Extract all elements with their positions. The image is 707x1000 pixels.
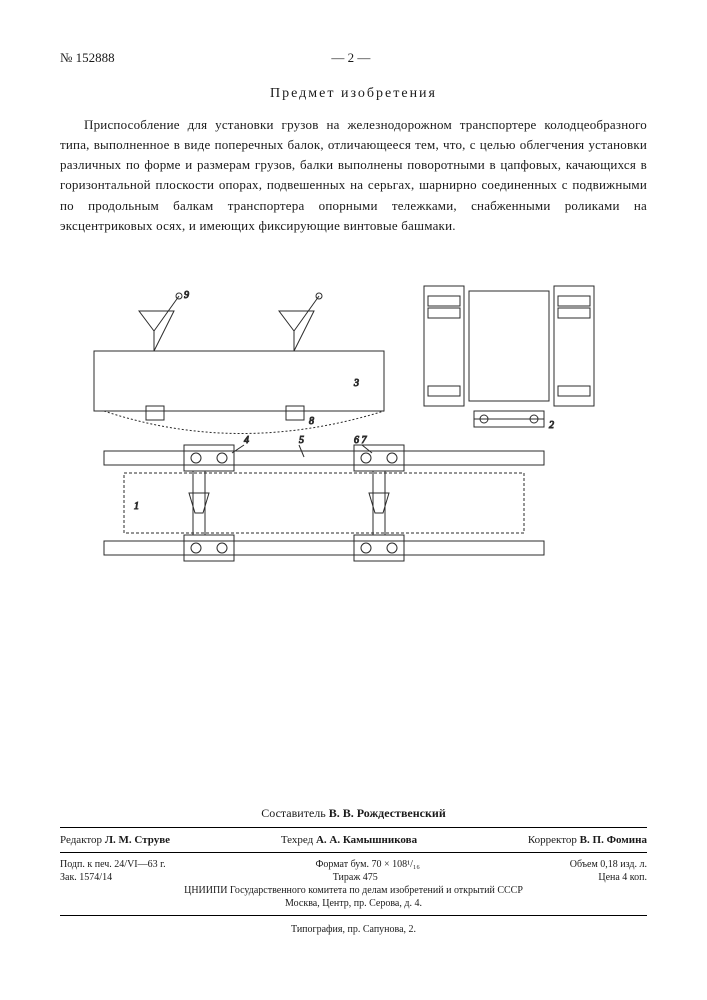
doc-number: № 152888	[60, 50, 115, 66]
svg-text:9: 9	[184, 290, 189, 301]
svg-text:1: 1	[134, 501, 139, 512]
divider	[60, 915, 647, 916]
tech-label: Техред	[281, 834, 313, 846]
divider	[60, 852, 647, 853]
compiler-name: В. В. Рождественский	[329, 806, 446, 820]
page-number: — 2 —	[115, 50, 587, 66]
tech-name: А. А. Камышникова	[316, 834, 417, 846]
compiler-label: Составитель	[261, 806, 325, 820]
svg-text:4: 4	[244, 435, 249, 446]
imprint-printrun: Тираж 475	[333, 872, 378, 883]
imprint-address: Москва, Центр, пр. Серова, д. 4.	[60, 898, 647, 909]
editor-name: Л. М. Струве	[105, 834, 170, 846]
divider	[60, 827, 647, 828]
imprint-org: ЦНИИПИ Государственного комитета по дела…	[60, 885, 647, 896]
compiler-line: Составитель В. В. Рождественский	[60, 806, 647, 821]
svg-text:5: 5	[299, 435, 304, 446]
svg-text:2: 2	[549, 420, 554, 431]
corrector-label: Корректор	[528, 834, 577, 846]
claim-body: Приспособление для установки грузов на ж…	[60, 115, 647, 236]
imprint-row-2: Зак. 1574/14 Тираж 475 Цена 4 коп.	[60, 872, 647, 883]
imprint-order: Зак. 1574/14	[60, 872, 112, 883]
svg-text:8: 8	[309, 416, 314, 427]
imprint-row-1: Подп. к печ. 24/VI—63 г. Формат бум. 70 …	[60, 859, 647, 870]
imprint-price: Цена 4 коп.	[598, 872, 647, 883]
technical-drawing: 9 3 8 2	[60, 266, 647, 566]
imprint-printer: Типография, пр. Сапунова, 2.	[60, 924, 647, 935]
corrector-name: В. П. Фомина	[580, 834, 647, 846]
imprint-format: Формат бум. 70 × 108¹/₁₆	[316, 859, 420, 870]
page-header: № 152888 — 2 —	[60, 50, 647, 66]
claim-title: Предмет изобретения	[60, 86, 647, 102]
editor-label: Редактор	[60, 834, 102, 846]
imprint-volume: Объем 0,18 изд. л.	[570, 859, 647, 870]
svg-text:3: 3	[353, 378, 359, 389]
imprint-signed: Подп. к печ. 24/VI—63 г.	[60, 859, 166, 870]
svg-text:6 7: 6 7	[354, 435, 368, 446]
credits-row: Редактор Л. М. Струве Техред А. А. Камыш…	[60, 834, 647, 846]
